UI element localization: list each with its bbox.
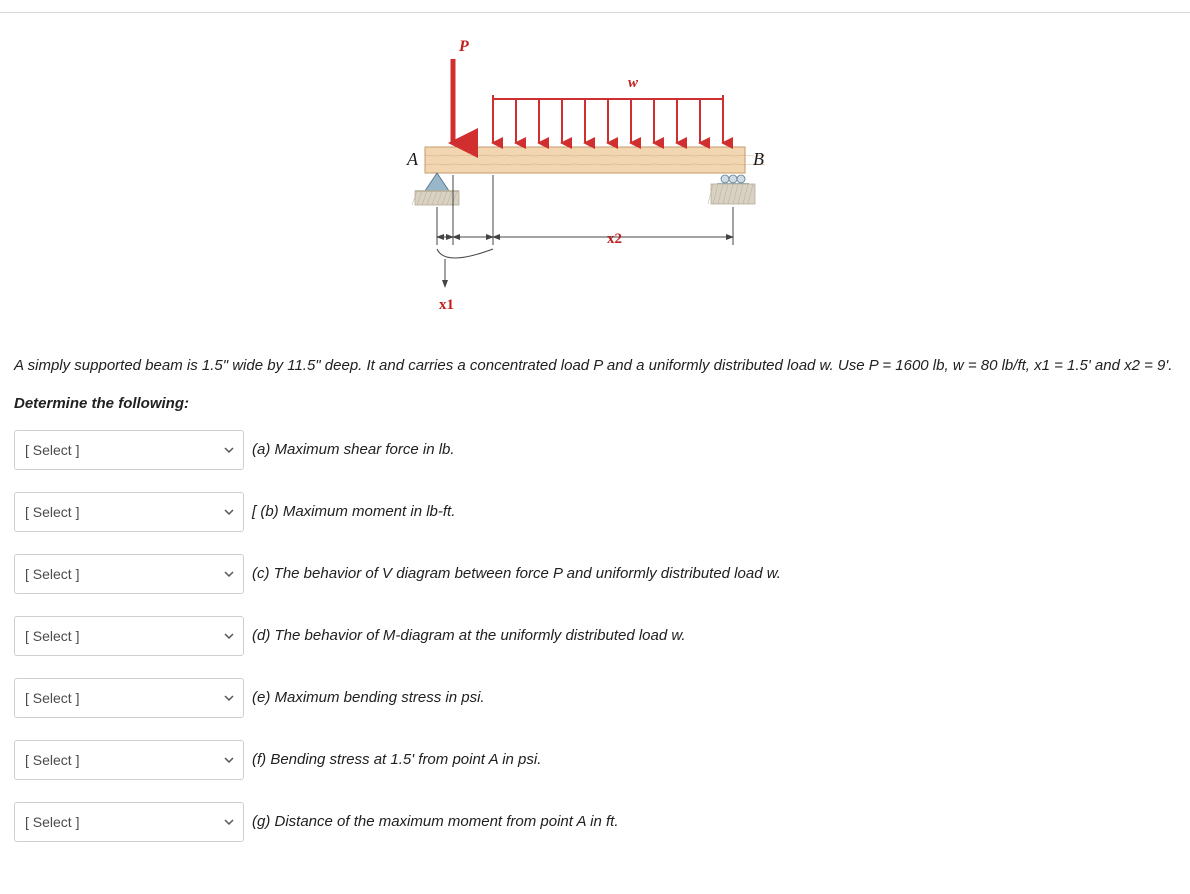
question-row-0: [ Select ] (a) Maximum shear force in lb.	[14, 430, 1176, 470]
answer-select-2[interactable]: [ Select ]	[14, 554, 244, 594]
question-row-1: [ Select ] [ (b) Maximum moment in lb-ft.	[14, 492, 1176, 532]
select-placeholder: [ Select ]	[25, 442, 79, 458]
svg-text:P: P	[458, 38, 469, 55]
question-label-4: (e) Maximum bending stress in psi.	[252, 689, 485, 706]
question-row-6: [ Select ] (g) Distance of the maximum mo…	[14, 802, 1176, 842]
chevron-down-icon	[223, 692, 235, 704]
chevron-down-icon	[223, 568, 235, 580]
svg-text:x2: x2	[607, 231, 622, 247]
select-placeholder: [ Select ]	[25, 504, 79, 520]
question-row-5: [ Select ] (f) Bending stress at 1.5' fro…	[14, 740, 1176, 780]
answer-select-1[interactable]: [ Select ]	[14, 492, 244, 532]
select-placeholder: [ Select ]	[25, 690, 79, 706]
instruction-text: Determine the following:	[14, 395, 1176, 412]
question-row-3: [ Select ] (d) The behavior of M-diagram …	[14, 616, 1176, 656]
svg-text:B: B	[753, 149, 764, 169]
select-placeholder: [ Select ]	[25, 814, 79, 830]
svg-text:w: w	[628, 75, 639, 91]
answer-select-4[interactable]: [ Select ]	[14, 678, 244, 718]
problem-statement: A simply supported beam is 1.5" wide by …	[14, 355, 1176, 377]
question-label-2: (c) The behavior of V diagram between fo…	[252, 565, 781, 582]
beam-diagram: Pw A Bx1 x2	[14, 27, 1176, 331]
svg-text:x1: x1	[439, 297, 454, 313]
answer-select-0[interactable]: [ Select ]	[14, 430, 244, 470]
question-row-4: [ Select ] (e) Maximum bending stress in …	[14, 678, 1176, 718]
chevron-down-icon	[223, 754, 235, 766]
question-label-0: (a) Maximum shear force in lb.	[252, 441, 455, 458]
question-label-6: (g) Distance of the maximum moment from …	[252, 813, 619, 830]
select-placeholder: [ Select ]	[25, 628, 79, 644]
chevron-down-icon	[223, 444, 235, 456]
chevron-down-icon	[223, 816, 235, 828]
answer-select-6[interactable]: [ Select ]	[14, 802, 244, 842]
select-placeholder: [ Select ]	[25, 566, 79, 582]
answer-select-3[interactable]: [ Select ]	[14, 616, 244, 656]
question-label-5: (f) Bending stress at 1.5' from point A …	[252, 751, 541, 768]
question-label-3: (d) The behavior of M-diagram at the uni…	[252, 627, 686, 644]
question-label-1: [ (b) Maximum moment in lb-ft.	[252, 503, 455, 520]
top-divider	[0, 12, 1190, 13]
svg-text:A: A	[406, 149, 419, 169]
beam-diagram-svg: Pw A Bx1 x2	[385, 27, 805, 327]
chevron-down-icon	[223, 630, 235, 642]
select-placeholder: [ Select ]	[25, 752, 79, 768]
question-row-2: [ Select ] (c) The behavior of V diagram …	[14, 554, 1176, 594]
answer-select-5[interactable]: [ Select ]	[14, 740, 244, 780]
chevron-down-icon	[223, 506, 235, 518]
